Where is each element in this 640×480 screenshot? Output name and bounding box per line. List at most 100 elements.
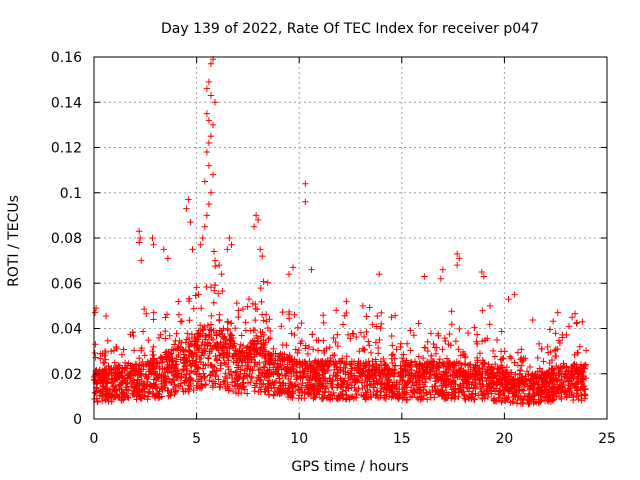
data-point [242, 327, 250, 334]
data-point [260, 364, 268, 371]
data-point [473, 338, 480, 345]
data-point [441, 360, 448, 367]
data-point [407, 386, 415, 394]
data-point [502, 373, 510, 381]
data-point [209, 121, 217, 129]
data-point [525, 371, 532, 378]
data-point [160, 246, 167, 253]
data-point [429, 358, 437, 365]
data-point [302, 180, 309, 187]
data-point [523, 377, 531, 385]
data-point [334, 331, 341, 338]
data-point [158, 380, 165, 388]
data-point [555, 384, 563, 391]
data-point [216, 383, 223, 391]
data-point [253, 345, 260, 352]
data-point [136, 234, 144, 242]
data-point [187, 380, 195, 388]
data-point [430, 364, 437, 372]
data-point [471, 372, 478, 380]
data-point [275, 370, 283, 377]
data-point [550, 396, 558, 403]
data-point [149, 234, 156, 242]
data-point [487, 375, 495, 382]
data-point [578, 367, 585, 375]
data-point [313, 337, 320, 344]
data-point [419, 370, 427, 378]
data-point [319, 371, 326, 378]
data-point [140, 363, 147, 370]
data-point [380, 355, 387, 363]
data-point [320, 382, 327, 390]
data-point [122, 364, 129, 371]
data-point [514, 349, 522, 356]
data-point [581, 395, 589, 402]
data-point [249, 340, 257, 347]
data-point [212, 373, 219, 380]
data-point [130, 379, 138, 386]
data-point [511, 291, 518, 298]
data-point [231, 325, 239, 332]
data-point [550, 318, 557, 325]
data-point [220, 344, 228, 351]
data-point [339, 355, 346, 362]
data-point [170, 341, 178, 348]
data-point [339, 321, 347, 328]
data-point [299, 380, 306, 387]
data-point [123, 386, 131, 393]
data-point [158, 354, 165, 362]
data-point [508, 383, 515, 391]
data-point [193, 284, 200, 291]
data-point [332, 307, 340, 314]
data-point [431, 394, 438, 401]
data-point [157, 331, 164, 338]
data-point [454, 261, 461, 269]
data-point [307, 365, 314, 372]
data-point [560, 381, 568, 389]
data-point [496, 394, 504, 401]
data-point [407, 347, 414, 354]
data-point [290, 370, 297, 378]
data-point [554, 309, 561, 316]
data-point [200, 361, 207, 368]
data-point [421, 344, 429, 352]
data-point [293, 369, 300, 376]
data-point [254, 216, 262, 224]
data-point [169, 355, 176, 362]
data-point [360, 362, 368, 370]
data-point [319, 312, 327, 319]
data-point [260, 337, 267, 344]
data-point [118, 386, 125, 393]
data-point [560, 360, 567, 367]
data-point [497, 388, 504, 395]
data-point [480, 358, 487, 366]
data-point [484, 372, 491, 379]
data-point [262, 358, 269, 365]
data-point [124, 380, 131, 388]
data-point [571, 310, 579, 317]
data-point [449, 371, 456, 379]
data-point [204, 361, 212, 369]
data-point [101, 359, 108, 366]
data-point [489, 347, 497, 355]
data-point [207, 321, 215, 328]
data-point [515, 381, 523, 389]
data-point [255, 366, 262, 374]
data-points [90, 56, 590, 408]
data-point [333, 363, 341, 370]
data-point [198, 342, 205, 350]
data-point [236, 347, 243, 354]
data-point [304, 390, 312, 397]
x-tick-labels: 0 5 10 15 20 25 [90, 431, 616, 447]
data-point [298, 319, 305, 327]
data-point [435, 359, 443, 366]
data-point [176, 374, 184, 382]
data-point [484, 388, 491, 396]
data-point [535, 340, 543, 348]
data-point [207, 132, 215, 140]
data-point [284, 393, 292, 401]
data-point [320, 337, 327, 344]
data-point [159, 386, 166, 393]
data-point [111, 359, 118, 366]
data-point [557, 365, 564, 373]
